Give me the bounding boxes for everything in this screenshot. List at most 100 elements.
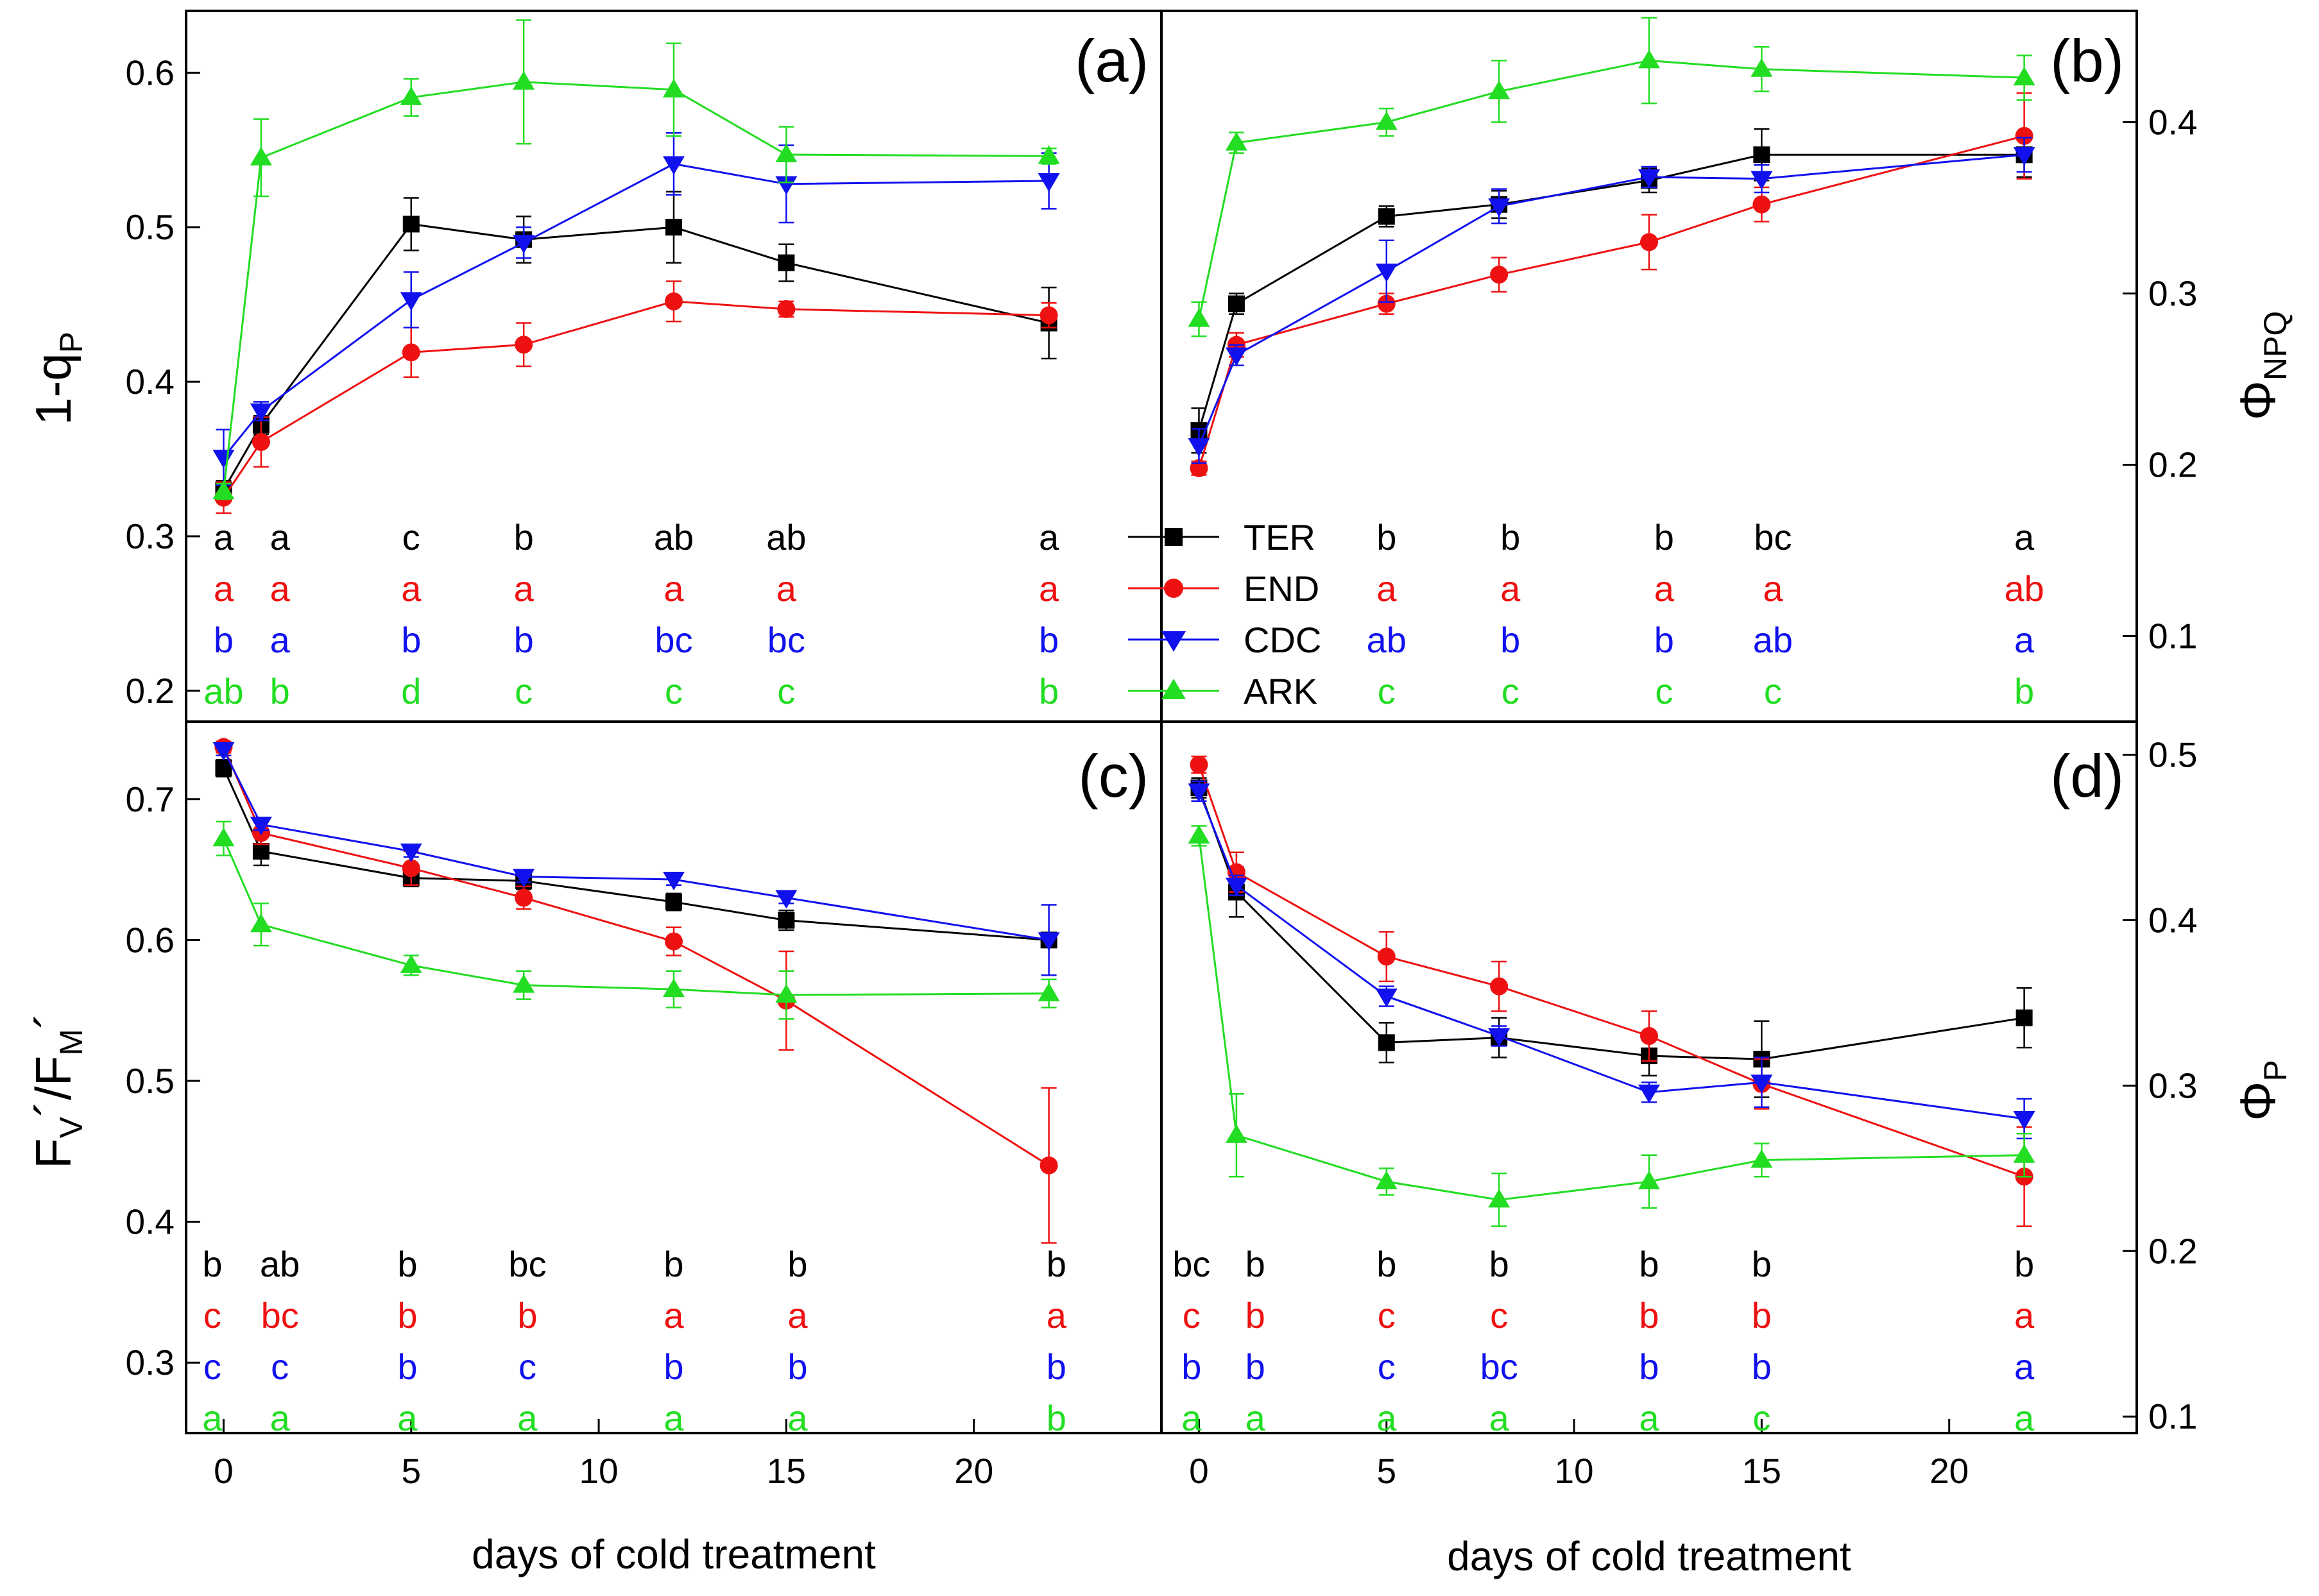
panel-c-cdc-point-6 — [1038, 932, 1060, 951]
panel-a-end-point-4 — [665, 292, 683, 310]
panel-c-cdc-point-5 — [775, 890, 798, 909]
x-axis-label-right: days of cold treatment — [1447, 1533, 1851, 1579]
panel-b-ter-point-5 — [1753, 146, 1770, 164]
panel-b-letter-ter-2: b — [1654, 517, 1674, 557]
panel-c-letter-ter-4: b — [663, 1244, 683, 1284]
panel-c-letter-cdc-2: b — [397, 1346, 417, 1387]
panel-a-letter-ark-4: c — [665, 671, 683, 711]
panel-a-cdc-point-3 — [513, 235, 535, 254]
panel-a-ark-point-5 — [775, 144, 798, 163]
panel-b-letter-end-3: a — [1763, 568, 1783, 609]
panel-a-end-point-1 — [252, 433, 270, 452]
panel-a-letter-end-1: a — [270, 568, 291, 609]
y-axis-label-bottom-left: FV´/FM´ — [25, 1012, 89, 1169]
panel-d-ter-point-6 — [2015, 1009, 2033, 1026]
panel-d-cdc-point-4 — [1638, 1084, 1660, 1103]
panel-a-ark-point-4 — [663, 78, 685, 98]
panel-b-ark-point-4 — [1638, 49, 1660, 69]
y-axis-label-top-right: ΦNPQ — [2229, 311, 2293, 421]
legend-label-end: END — [1244, 568, 1319, 609]
panel-c-letter-ter-2: b — [397, 1244, 417, 1284]
panel-d-ark-point-4 — [1638, 1170, 1660, 1189]
panel-c-ark-point-0 — [212, 828, 235, 847]
panel-b-cdc-point-1 — [1225, 347, 1247, 366]
panel-c-xtick-label-2: 10 — [579, 1451, 618, 1491]
legend-marker-ark — [1161, 679, 1186, 699]
panel-d-letter-ark-2: a — [1376, 1398, 1397, 1438]
panel-a-end-point-3 — [515, 335, 533, 354]
legend-label-ter: TER — [1244, 517, 1315, 557]
legend-entry-ter: TER — [1128, 517, 1315, 557]
panel-c-letter-cdc-0: c — [203, 1346, 221, 1387]
panel-d-xtick-label-4: 20 — [1930, 1451, 1969, 1491]
panel-c-end-point-6 — [1040, 1156, 1058, 1175]
panel-c-ytick-label-1: 0.4 — [126, 1202, 175, 1242]
panel-label-b: (b) — [2050, 27, 2124, 94]
panel-d-letter-ark-3: a — [1489, 1398, 1510, 1438]
panel-c-letter-end-4: a — [663, 1295, 684, 1336]
panel-b-letter-ark-2: c — [1655, 671, 1673, 711]
panel-c-letter-cdc-3: c — [518, 1346, 536, 1387]
panel-label-d: (d) — [2050, 742, 2124, 810]
panel-d-letter-end-6: a — [2014, 1295, 2035, 1336]
panel-d-letter-end-5: b — [1752, 1295, 1772, 1336]
panel-d-ark-point-3 — [1488, 1189, 1510, 1208]
panel-b-letter-ark-0: c — [1378, 671, 1396, 711]
panel-a-cdc-point-2 — [400, 292, 422, 311]
panel-b-cdc-point-6 — [2013, 147, 2035, 166]
panel-a-ark-point-2 — [400, 86, 422, 105]
panel-c-letter-ark-2: a — [397, 1398, 418, 1438]
panel-d-end-point-2 — [1377, 947, 1396, 966]
panel-c-letter-cdc-6: b — [1047, 1346, 1066, 1387]
panel-c-letter-cdc-5: b — [787, 1346, 807, 1387]
legend-entry-cdc: CDC — [1128, 620, 1321, 660]
panel-a-cdc-point-5 — [775, 176, 798, 195]
panel-c-ytick-label-2: 0.5 — [126, 1061, 175, 1101]
panel-d-letter-cdc-6: a — [2014, 1346, 2035, 1387]
panel-a-series-group — [212, 19, 1060, 514]
axis-ticks: 0.2 0.3 0.4 0.5 0.6 0.1 0.2 0.3 0.4 0.3 0.4 0.5 0.6 0… — [126, 53, 2198, 1491]
panel-a-end-point-2 — [402, 343, 420, 362]
panel-d-letter-ark-4: a — [1639, 1398, 1659, 1438]
panel-b-cdc-point-3 — [1488, 198, 1510, 217]
panel-d-letter-ter-5: b — [1752, 1244, 1772, 1284]
panel-c-ter-point-5 — [778, 912, 795, 929]
panel-d-letter-ark-6: a — [2014, 1398, 2035, 1438]
panel-d-letter-cdc-3: bc — [1480, 1346, 1518, 1387]
panel-c-cdc-point-1 — [250, 817, 272, 836]
panel-a-ytick-label-2: 0.4 — [126, 362, 175, 402]
panel-d-end-point-3 — [1490, 977, 1509, 996]
panel-b-ark-point-5 — [1750, 58, 1773, 77]
panel-c-ytick-label-0: 0.3 — [126, 1343, 175, 1382]
panel-d-ark-point-6 — [2013, 1144, 2035, 1163]
y-axis-label-top-left: 1-qP — [25, 332, 89, 425]
panel-c-ytick-label-4: 0.7 — [126, 779, 175, 819]
panel-c-series-group — [212, 738, 1060, 1244]
panel-b-ytick-label-2: 0.3 — [2148, 274, 2197, 314]
panel-d-ark-point-0 — [1188, 824, 1210, 844]
panel-d-letter-end-0: c — [1183, 1295, 1201, 1336]
panel-d-cdc-point-3 — [1488, 1028, 1510, 1048]
panel-a-letter-ter-1: a — [270, 517, 291, 557]
panel-d-series-group — [1188, 755, 2035, 1227]
legend-label-cdc: CDC — [1244, 620, 1321, 660]
panel-d-ark-point-1 — [1225, 1124, 1247, 1143]
panel-a-ark-point-6 — [1038, 145, 1060, 164]
panel-d-letter-ter-3: b — [1489, 1244, 1509, 1284]
panel-b-end-point-3 — [1490, 266, 1509, 284]
panel-d-ytick-label-2: 0.3 — [2148, 1065, 2197, 1105]
panel-d-letter-ter-2: b — [1376, 1244, 1396, 1284]
panel-d-xtick-label-1: 5 — [1376, 1451, 1396, 1491]
panel-c-letter-end-6: a — [1047, 1295, 1067, 1336]
panel-c-letter-cdc-1: c — [271, 1346, 289, 1387]
panel-a-letter-end-5: a — [776, 568, 797, 609]
panel-b-ark-point-0 — [1188, 308, 1210, 327]
panel-c-xtick-label-1: 5 — [401, 1451, 421, 1491]
panel-a-letter-ark-0: ab — [203, 671, 243, 711]
panel-c-cdc-point-3 — [513, 869, 535, 888]
panel-a-ter-point-5 — [778, 254, 795, 271]
y-axis-label-top-right-sub: NPQ — [2257, 311, 2293, 380]
panel-b-letter-end-2: a — [1654, 568, 1675, 609]
panel-d-letter-ter-1: b — [1245, 1244, 1265, 1284]
panel-c-cdc-point-0 — [212, 742, 235, 761]
